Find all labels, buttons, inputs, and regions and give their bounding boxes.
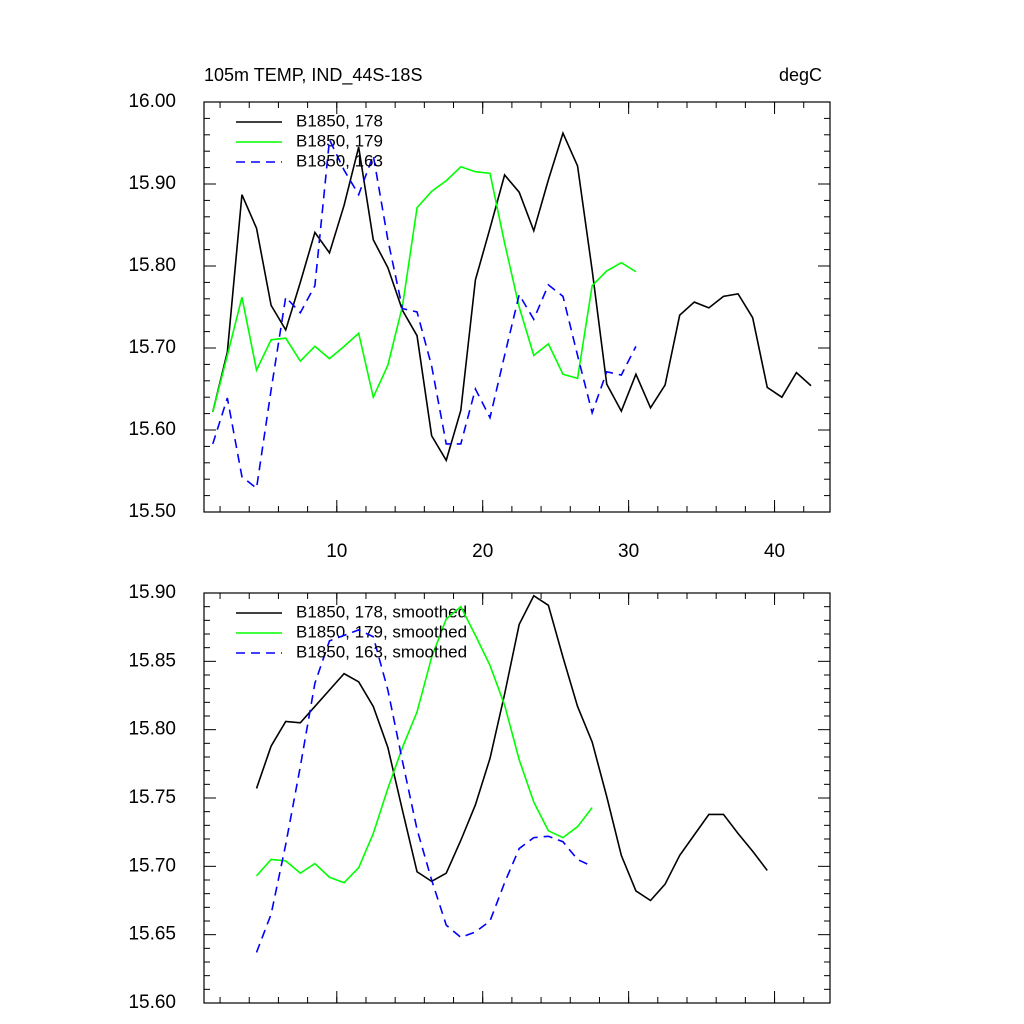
y-tick-label: 15.85 xyxy=(128,650,176,671)
series-line xyxy=(255,629,593,953)
x-tick-label: 40 xyxy=(764,541,785,562)
y-tick-label: 15.70 xyxy=(128,855,176,876)
y-tick-label: 15.65 xyxy=(128,924,176,945)
legend-label: B1850, 179 xyxy=(296,131,383,150)
y-tick-label: 15.50 xyxy=(128,501,176,522)
legend-label: B1850, 178 xyxy=(296,111,383,130)
plot-frame xyxy=(203,101,831,513)
y-tick-label: 15.80 xyxy=(128,719,176,740)
y-tick-label: 15.90 xyxy=(128,173,176,194)
legend-label: B1850, 179, smoothed xyxy=(296,622,467,641)
legend-label: B1850, 163 xyxy=(296,151,383,170)
y-tick-label: 15.70 xyxy=(128,337,176,358)
series-line xyxy=(211,165,637,413)
y-tick-label: 15.60 xyxy=(128,992,176,1013)
x-tick-label: 10 xyxy=(326,541,347,562)
x-tick-label: 30 xyxy=(618,541,639,562)
units-label: degC xyxy=(779,65,822,85)
chart-title: 105m TEMP, IND_44S-18S xyxy=(204,65,422,86)
series-line xyxy=(255,605,593,884)
y-tick-label: 16.00 xyxy=(128,91,176,112)
series-line xyxy=(211,136,637,490)
y-tick-label: 15.80 xyxy=(128,255,176,276)
y-tick-label: 15.60 xyxy=(128,419,176,440)
y-tick-label: 15.75 xyxy=(128,787,176,808)
legend-label: B1850, 178, smoothed xyxy=(296,602,467,621)
legend-label: B1850, 163, smoothed xyxy=(296,642,467,661)
series-line xyxy=(255,594,768,902)
x-tick-label: 20 xyxy=(472,541,493,562)
series-line xyxy=(211,130,812,463)
y-tick-label: 15.90 xyxy=(128,582,176,603)
